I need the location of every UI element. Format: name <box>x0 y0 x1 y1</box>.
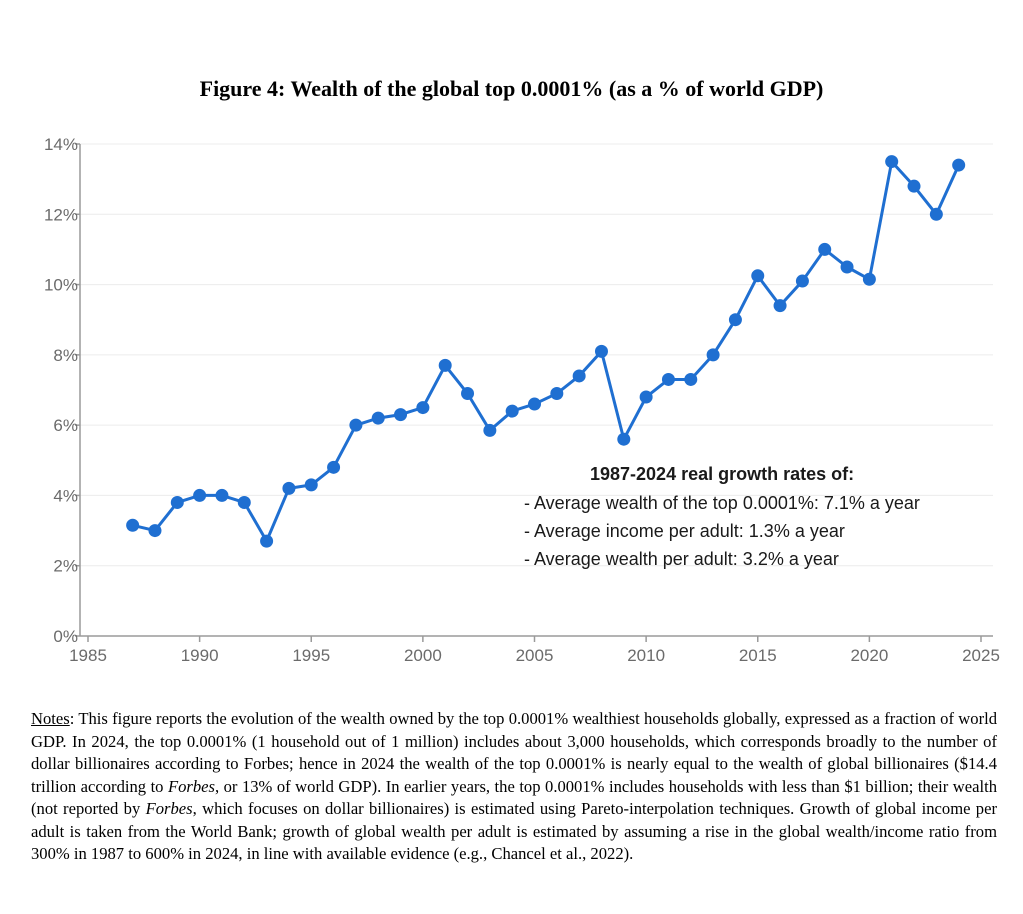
data-point <box>461 387 475 401</box>
figure-title: Figure 4: Wealth of the global top 0.000… <box>199 76 824 101</box>
x-tick-label: 2000 <box>404 646 442 665</box>
annotation-line-income: - Average income per adult: 1.3% a year <box>524 521 845 541</box>
data-point <box>371 411 385 425</box>
notes-text: : This figure reports the evolution of t… <box>31 709 997 796</box>
x-axis-ticks: 1985 1990 1995 2000 2005 2010 2015 2020 2025 <box>69 636 1000 665</box>
growth-rates-annotation: 1987-2024 real growth rates of: - Averag… <box>524 464 920 577</box>
data-point <box>929 207 943 221</box>
data-point <box>818 242 832 256</box>
y-tick-label: 4% <box>53 486 78 505</box>
data-point <box>416 401 430 415</box>
data-point <box>260 534 274 548</box>
data-point <box>438 358 452 372</box>
data-point <box>550 387 564 401</box>
annotation-heading: 1987-2024 real growth rates of: <box>590 464 855 484</box>
data-point <box>282 481 296 495</box>
axes <box>79 144 993 637</box>
notes-text: , which focuses on dollar billionaires) … <box>31 799 997 863</box>
data-point <box>528 397 541 411</box>
data-point <box>193 488 207 502</box>
x-tick-label: 2020 <box>850 646 888 665</box>
x-tick-label: 2010 <box>627 646 665 665</box>
data-point <box>170 495 184 509</box>
y-tick-label: 6% <box>53 416 78 435</box>
data-point <box>862 272 876 286</box>
x-tick-label: 1995 <box>292 646 330 665</box>
y-tick-label: 2% <box>53 557 78 576</box>
data-point <box>684 372 698 386</box>
data-point <box>327 460 341 474</box>
data-point <box>907 179 921 193</box>
data-point <box>795 274 809 288</box>
notes-forbes: Forbes <box>145 799 193 818</box>
data-point <box>773 299 787 313</box>
annotation-line-wealth: - Average wealth per adult: 3.2% a year <box>524 549 839 569</box>
data-point <box>728 313 742 327</box>
x-tick-label: 1990 <box>181 646 219 665</box>
line-chart: 0% 2% 4% 6% 8% 10% 12% 14% 1985 1990 1995 2000 2005… <box>44 135 1000 665</box>
y-tick-label: 8% <box>53 346 78 365</box>
y-tick-label: 0% <box>53 627 78 646</box>
data-point <box>304 478 318 492</box>
data-point <box>148 524 162 538</box>
y-tick-label: 14% <box>44 135 78 154</box>
data-point <box>661 372 675 386</box>
data-point <box>594 344 608 358</box>
data-point <box>126 518 140 532</box>
gridlines <box>80 143 993 567</box>
data-point <box>237 495 251 509</box>
x-tick-label: 1985 <box>69 646 107 665</box>
data-point <box>349 418 363 432</box>
data-point <box>394 408 408 422</box>
data-point <box>840 260 854 274</box>
data-point <box>751 269 765 283</box>
data-point <box>215 488 229 502</box>
data-point <box>885 155 899 169</box>
x-tick-label: 2015 <box>739 646 777 665</box>
data-point <box>572 369 586 383</box>
notes-forbes: Forbes <box>167 776 215 796</box>
annotation-line-top-wealth: - Average wealth of the top 0.0001%: 7.1… <box>524 493 920 513</box>
data-series <box>126 155 966 548</box>
y-tick-label: 12% <box>44 205 78 224</box>
figure-notes: Notes: This figure reports the evolution… <box>31 708 997 866</box>
data-point <box>639 390 653 404</box>
notes-text: , or 13% of world GDP). In earlier years… <box>31 776 997 819</box>
data-point <box>483 423 497 437</box>
data-point <box>952 158 966 172</box>
x-tick-label: 2025 <box>962 646 1000 665</box>
data-point <box>617 432 631 446</box>
data-point <box>706 348 720 362</box>
data-point <box>505 404 519 418</box>
y-axis-ticks: 0% 2% 4% 6% 8% 10% 12% 14% <box>44 135 80 646</box>
notes-label: Notes <box>31 709 70 728</box>
x-tick-label: 2005 <box>516 646 554 665</box>
y-tick-label: 10% <box>44 276 78 295</box>
